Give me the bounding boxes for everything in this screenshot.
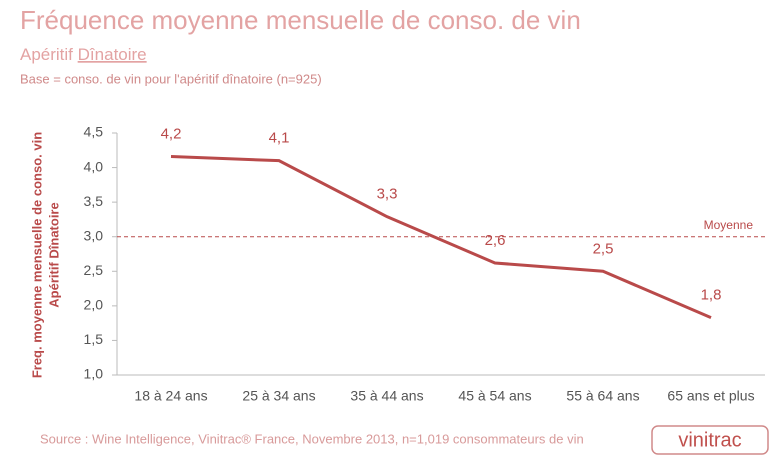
x-tick-label: 18 à 24 ans: [134, 388, 207, 404]
y-tick-label: 4,0: [84, 158, 104, 174]
note: Base = conso. de vin pour l'apéritif dîn…: [20, 71, 322, 86]
y-tick-label: 1,5: [84, 331, 104, 347]
chart-title: Fréquence moyenne mensuelle de conso. de…: [20, 5, 581, 35]
x-tick-label: 55 à 64 ans: [566, 388, 639, 404]
y-label: Freq. moyenne mensuelle de conso. vin Ap…: [29, 132, 61, 378]
data-label: 2,6: [485, 232, 506, 249]
data-label: 1,8: [701, 287, 722, 304]
y-tick-label: 1,0: [84, 366, 104, 382]
x-tick-label: 35 à 44 ans: [350, 388, 423, 404]
data-label: 3,3: [377, 186, 398, 203]
x-tick-label: 65 ans et plus: [667, 388, 754, 404]
logo: vinitrac: [678, 429, 741, 451]
subtitle: Apéritif Dînatoire: [20, 45, 147, 64]
subtitle-text: Apéritif: [20, 45, 73, 64]
source: Source : Wine Intelligence, Vinitrac® Fr…: [40, 431, 584, 446]
y-tick-label: 2,0: [84, 297, 104, 313]
y-tick-label: 3,0: [84, 227, 104, 243]
y-label-line: Apéritif Dînatoire: [46, 202, 61, 307]
subtitle-underlined: Dînatoire: [78, 45, 147, 64]
y-tick-label: 4,5: [84, 124, 104, 140]
data-label: 4,2: [161, 125, 182, 142]
data-label: 4,1: [269, 130, 290, 147]
line: [170, 155, 712, 319]
reference-label: Moyenne: [704, 218, 754, 232]
data-label: 2,5: [593, 240, 614, 257]
y-label-line: Freq. moyenne mensuelle de conso. vin: [29, 132, 44, 378]
x-tick-label: 45 à 54 ans: [458, 388, 531, 404]
logo-box: [651, 425, 769, 455]
y-tick-label: 2,5: [84, 262, 104, 278]
y-tick-label: 3,5: [84, 193, 104, 209]
x-tick-label: 25 à 34 ans: [242, 388, 315, 404]
